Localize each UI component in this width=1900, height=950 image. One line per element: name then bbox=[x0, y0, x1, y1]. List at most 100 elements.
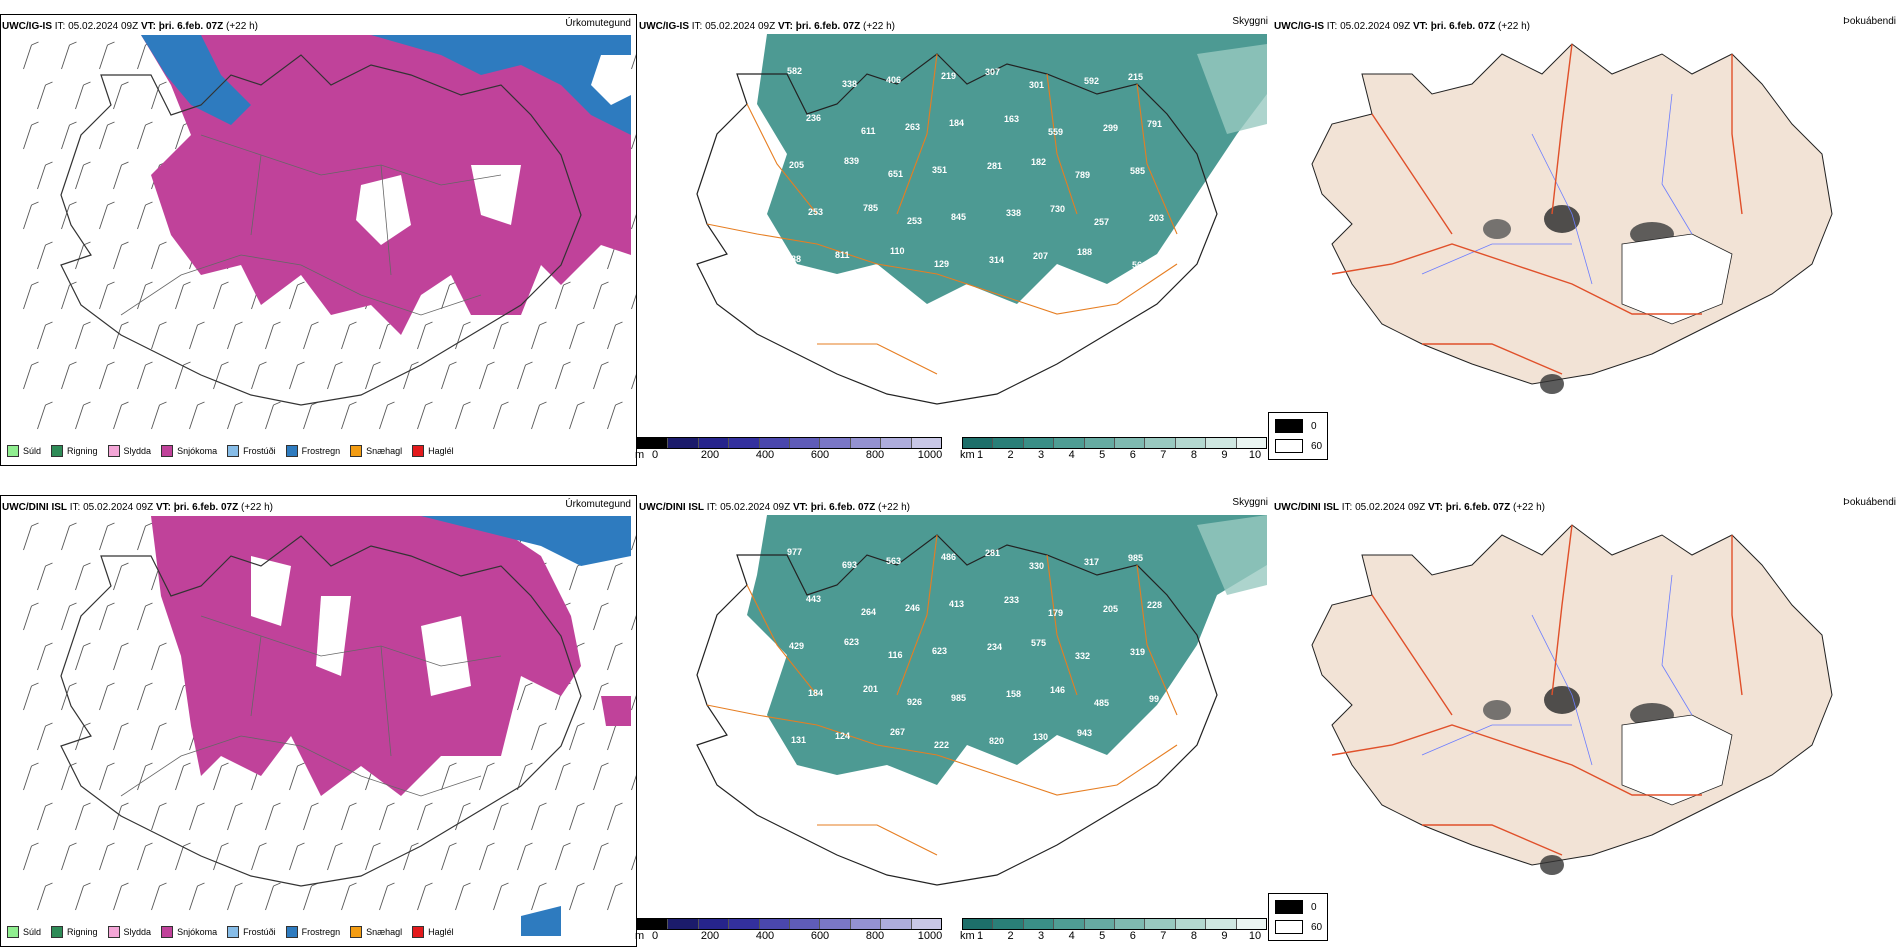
fog-map bbox=[1311, 43, 1833, 394]
wind-barb bbox=[417, 802, 433, 831]
legend-label: Frostregn bbox=[301, 927, 341, 937]
legend-label: Snæhagl bbox=[366, 446, 403, 456]
legend-swatch bbox=[285, 926, 298, 938]
fog-patch bbox=[1540, 374, 1564, 394]
wind-barb bbox=[569, 802, 585, 831]
wind-barb bbox=[493, 802, 509, 831]
wind-barb bbox=[303, 882, 319, 911]
wind-barb bbox=[455, 321, 471, 350]
wind-barb bbox=[99, 121, 115, 150]
cloud-base-label: 623 bbox=[844, 637, 859, 647]
wind-barb bbox=[99, 842, 115, 871]
wind-barb bbox=[113, 722, 129, 751]
fog-legend-swatch bbox=[1275, 419, 1303, 433]
legend-label: Snjókoma bbox=[177, 927, 218, 937]
wind-barb bbox=[379, 802, 395, 831]
it-label: IT: bbox=[706, 502, 718, 513]
colorbar-step bbox=[1175, 438, 1207, 448]
wind-barb bbox=[265, 401, 281, 430]
cloud-base-label: 233 bbox=[1004, 595, 1019, 605]
wind-barb bbox=[531, 722, 547, 751]
snowfall-area bbox=[601, 696, 631, 726]
wind-barb bbox=[61, 842, 77, 871]
colorbar-tick: 2 bbox=[1007, 930, 1014, 942]
cloud-base-label: 299 bbox=[1103, 123, 1118, 133]
fog-legend-label: 60 bbox=[1311, 921, 1323, 933]
wind-barb bbox=[113, 802, 129, 831]
wind-barb bbox=[37, 241, 53, 270]
it-value: 05.02.2024 09Z bbox=[720, 502, 791, 513]
wind-barb bbox=[593, 682, 609, 711]
cloud-base-label: 234 bbox=[987, 642, 1002, 652]
colorbar-tick: 9 bbox=[1221, 449, 1228, 461]
cloud-base-label: 330 bbox=[1029, 561, 1044, 571]
wind-barb bbox=[265, 882, 281, 911]
wind-barb bbox=[569, 321, 585, 350]
wind-barb bbox=[99, 41, 115, 70]
colorbar-tick: 6 bbox=[1129, 449, 1136, 461]
colorbar-tick: 7 bbox=[1160, 449, 1167, 461]
panel-title-precip: Úrkomutegund bbox=[565, 18, 631, 29]
colorbar-unit: km bbox=[960, 449, 975, 461]
header-precip-row1: UWC/IG-IS IT: 05.02.2024 09Z VT: þri. 6.… bbox=[2, 21, 258, 32]
wind-barb bbox=[631, 54, 636, 70]
wind-barb bbox=[213, 842, 229, 871]
vt-label: VT: bbox=[1427, 502, 1443, 513]
wind-barb bbox=[607, 401, 623, 430]
legend-label: Snæhagl bbox=[366, 927, 403, 937]
wind-barb bbox=[23, 281, 39, 310]
fog-patch bbox=[1483, 219, 1511, 239]
cloud-base-label: 351 bbox=[932, 165, 947, 175]
wind-barb bbox=[441, 842, 457, 871]
wind-barb bbox=[403, 361, 419, 390]
wind-barb bbox=[99, 602, 115, 631]
precip-panel-row2: Súld Rigning Slydda Snjókoma Frostúði Frostre… bbox=[0, 495, 637, 947]
fog-legend-item: 60 bbox=[1275, 439, 1322, 453]
wind-barb bbox=[37, 161, 53, 190]
wind-barb bbox=[37, 722, 53, 751]
cloud-base-label: 301 bbox=[1029, 80, 1044, 90]
clear-patch bbox=[316, 596, 351, 676]
legend-label: Súld bbox=[23, 446, 42, 456]
panel-title-cloud: Skyggni bbox=[1232, 497, 1268, 508]
colorbar-tick: 400 bbox=[755, 930, 775, 942]
colorbar-tick: 5 bbox=[1099, 449, 1106, 461]
colorbar-tick: 7 bbox=[1160, 930, 1167, 942]
wind-barb bbox=[493, 401, 509, 430]
fog-legend-swatch bbox=[1275, 920, 1303, 934]
wind-barb bbox=[555, 361, 571, 390]
cloud-base-label: 611 bbox=[861, 126, 876, 136]
iceland-outline bbox=[696, 53, 1218, 405]
colorbar-tick: 800 bbox=[865, 449, 885, 461]
colorbar-tick: 0 bbox=[651, 449, 659, 461]
wind-barb bbox=[175, 762, 191, 791]
wind-barb bbox=[113, 161, 129, 190]
wind-barb bbox=[303, 321, 319, 350]
legend-swatch bbox=[161, 445, 174, 457]
wind-barb bbox=[365, 361, 381, 390]
wind-barb bbox=[75, 642, 91, 671]
legend-swatch bbox=[412, 926, 425, 938]
fog-patch bbox=[1483, 700, 1511, 720]
colorbar-tick: 400 bbox=[755, 449, 775, 461]
freezing-rain-area bbox=[371, 35, 631, 135]
colorbar-step bbox=[881, 919, 912, 929]
wind-barb bbox=[137, 522, 153, 551]
wind-barb bbox=[113, 321, 129, 350]
wind-barb bbox=[441, 762, 457, 791]
colorbar-tick: 1000 bbox=[917, 930, 943, 942]
wind-barb bbox=[23, 762, 39, 791]
wind-barb bbox=[631, 775, 636, 791]
wind-barb bbox=[137, 762, 153, 791]
legend-swatch bbox=[107, 445, 120, 457]
wind-barb bbox=[569, 401, 585, 430]
legend-label: Frostúði bbox=[243, 446, 276, 456]
colorbar-step bbox=[963, 919, 994, 929]
cloud-base-label: 219 bbox=[941, 71, 956, 81]
wind-barb bbox=[517, 762, 533, 791]
wind-barb bbox=[227, 802, 243, 831]
wind-barb bbox=[113, 642, 129, 671]
wind-barb bbox=[61, 522, 77, 551]
cloud-base-ticks: m 0 200 400 600 800 1000 bbox=[635, 930, 943, 944]
colorbar-step bbox=[698, 919, 730, 929]
